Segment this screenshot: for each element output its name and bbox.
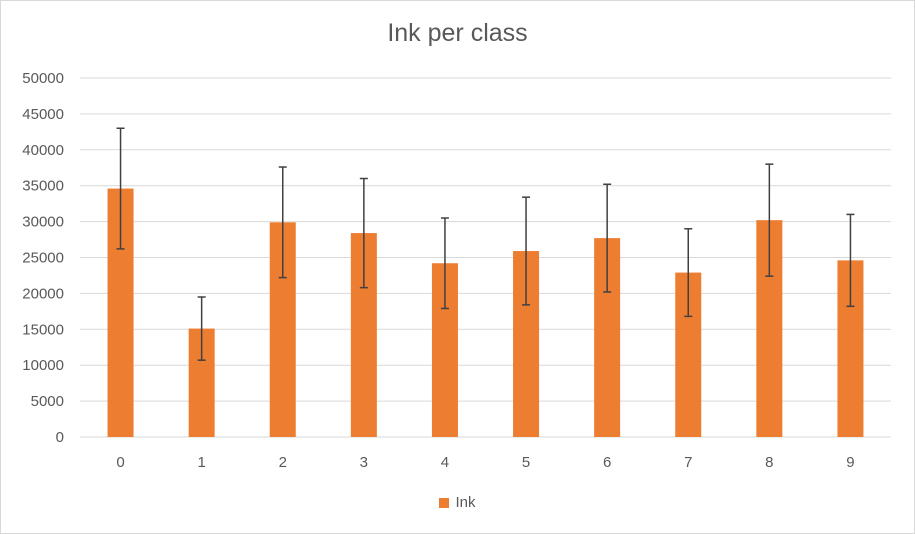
y-axis-tick-labels: 0 5000 10000 15000 20000 25000 30000 35000 40000… bbox=[22, 70, 64, 446]
y-tick-label-35000: 35000 bbox=[22, 178, 64, 195]
y-tick-label-50000: 50000 bbox=[22, 70, 64, 87]
y-tick-label-20000: 20000 bbox=[22, 285, 64, 302]
chart-title: Ink per class bbox=[387, 19, 528, 47]
x-tick-label-6: 6 bbox=[603, 454, 611, 471]
bars bbox=[107, 188, 864, 437]
error-bar-9 bbox=[846, 213, 855, 308]
y-tick-label-45000: 45000 bbox=[22, 106, 64, 123]
legend-label-ink: Ink bbox=[455, 494, 476, 511]
error-bar-8 bbox=[765, 163, 774, 277]
error-bar-5 bbox=[522, 196, 531, 306]
error-bars bbox=[116, 127, 855, 361]
legend-swatch-ink bbox=[439, 497, 450, 508]
y-tick-label-5000: 5000 bbox=[31, 393, 64, 410]
error-bar-2 bbox=[278, 166, 287, 279]
x-tick-label-5: 5 bbox=[522, 454, 530, 471]
x-tick-label-7: 7 bbox=[684, 454, 692, 471]
x-tick-label-2: 2 bbox=[279, 454, 287, 471]
x-axis-tick-labels: 0 1 2 3 4 5 6 7 8 9 bbox=[116, 454, 854, 471]
y-tick-label-15000: 15000 bbox=[22, 321, 64, 338]
error-bar-3 bbox=[359, 177, 368, 289]
y-tick-label-10000: 10000 bbox=[22, 357, 64, 374]
x-tick-label-0: 0 bbox=[116, 454, 124, 471]
y-tick-label-25000: 25000 bbox=[22, 250, 64, 267]
y-tick-label-40000: 40000 bbox=[22, 142, 64, 159]
x-tick-label-8: 8 bbox=[765, 454, 773, 471]
error-bar-1 bbox=[197, 296, 206, 361]
x-tick-label-3: 3 bbox=[360, 454, 368, 471]
y-tick-label-30000: 30000 bbox=[22, 214, 64, 231]
x-tick-label-1: 1 bbox=[197, 454, 205, 471]
y-tick-label-0: 0 bbox=[56, 429, 64, 446]
x-tick-label-9: 9 bbox=[846, 454, 854, 471]
x-tick-label-4: 4 bbox=[441, 454, 449, 471]
error-bar-7 bbox=[684, 228, 693, 318]
gridlines bbox=[80, 77, 891, 438]
error-bar-6 bbox=[603, 183, 612, 293]
error-bar-4 bbox=[440, 217, 449, 310]
legend: Ink bbox=[1, 494, 914, 511]
error-bar-0 bbox=[116, 127, 125, 250]
